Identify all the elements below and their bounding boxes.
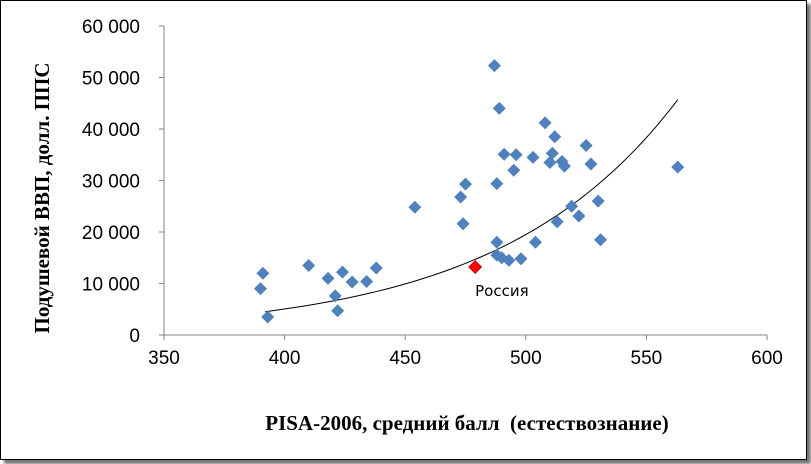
data-point	[328, 289, 342, 303]
data-point	[526, 150, 540, 164]
data-point	[345, 275, 359, 289]
data-point	[302, 258, 316, 272]
data-point	[548, 130, 562, 144]
data-point	[591, 194, 605, 208]
data-point	[514, 252, 528, 266]
y-tick-label: 60 000	[82, 17, 140, 38]
data-point	[253, 282, 267, 296]
data-point	[369, 261, 383, 275]
data-point	[509, 148, 523, 162]
data-point	[360, 274, 374, 288]
data-point	[408, 200, 422, 214]
y-tick-label: 30 000	[82, 172, 140, 193]
data-point	[490, 235, 504, 249]
data-point	[572, 209, 586, 223]
x-tick-label: 400	[269, 348, 301, 369]
x-axis-title: PISA-2006, средний балл (естествознание)	[265, 411, 668, 435]
data-point	[528, 235, 542, 249]
highlight-point-group: Россия	[468, 260, 529, 300]
data-point	[487, 59, 501, 73]
y-tick-label: 20 000	[82, 223, 140, 244]
data-point	[671, 160, 685, 174]
data-point	[335, 265, 349, 279]
data-point	[545, 146, 559, 160]
x-tick-label: 500	[510, 348, 542, 369]
x-tick-label: 550	[631, 348, 663, 369]
x-tick-label: 450	[389, 348, 421, 369]
data-point	[538, 116, 552, 130]
data-point	[492, 101, 506, 115]
y-ticks: 0 10 000 20 000 30 000 40 000 50 000 60 000	[82, 17, 164, 347]
data-point	[594, 233, 608, 247]
y-tick-label: 10 000	[82, 275, 140, 296]
x-tick-label: 600	[751, 348, 783, 369]
data-point	[490, 177, 504, 191]
data-point	[565, 199, 579, 213]
data-point	[502, 253, 516, 267]
y-tick-label: 40 000	[82, 120, 140, 141]
y-tick-label: 0	[129, 326, 140, 347]
data-point	[584, 157, 598, 171]
y-axis-title: Подушевой ВВП, долл. ППС	[30, 62, 54, 333]
data-point	[497, 147, 511, 161]
data-point	[550, 215, 564, 229]
data-point	[456, 217, 470, 231]
data-point	[321, 271, 335, 285]
highlight-label: Россия	[475, 282, 529, 300]
data-point	[507, 163, 521, 177]
data-point	[261, 310, 275, 324]
data-point	[256, 266, 270, 280]
data-point	[454, 190, 468, 204]
highlight-point	[468, 260, 483, 274]
data-point	[459, 177, 472, 191]
data-point	[543, 155, 557, 169]
data-points	[253, 59, 685, 324]
data-point	[331, 304, 345, 318]
y-tick-label: 50 000	[82, 69, 140, 90]
data-point	[579, 138, 593, 152]
x-ticks: 350 400 450 500 550 600	[148, 335, 783, 369]
data-point	[557, 159, 571, 173]
x-tick-label: 350	[148, 348, 180, 369]
